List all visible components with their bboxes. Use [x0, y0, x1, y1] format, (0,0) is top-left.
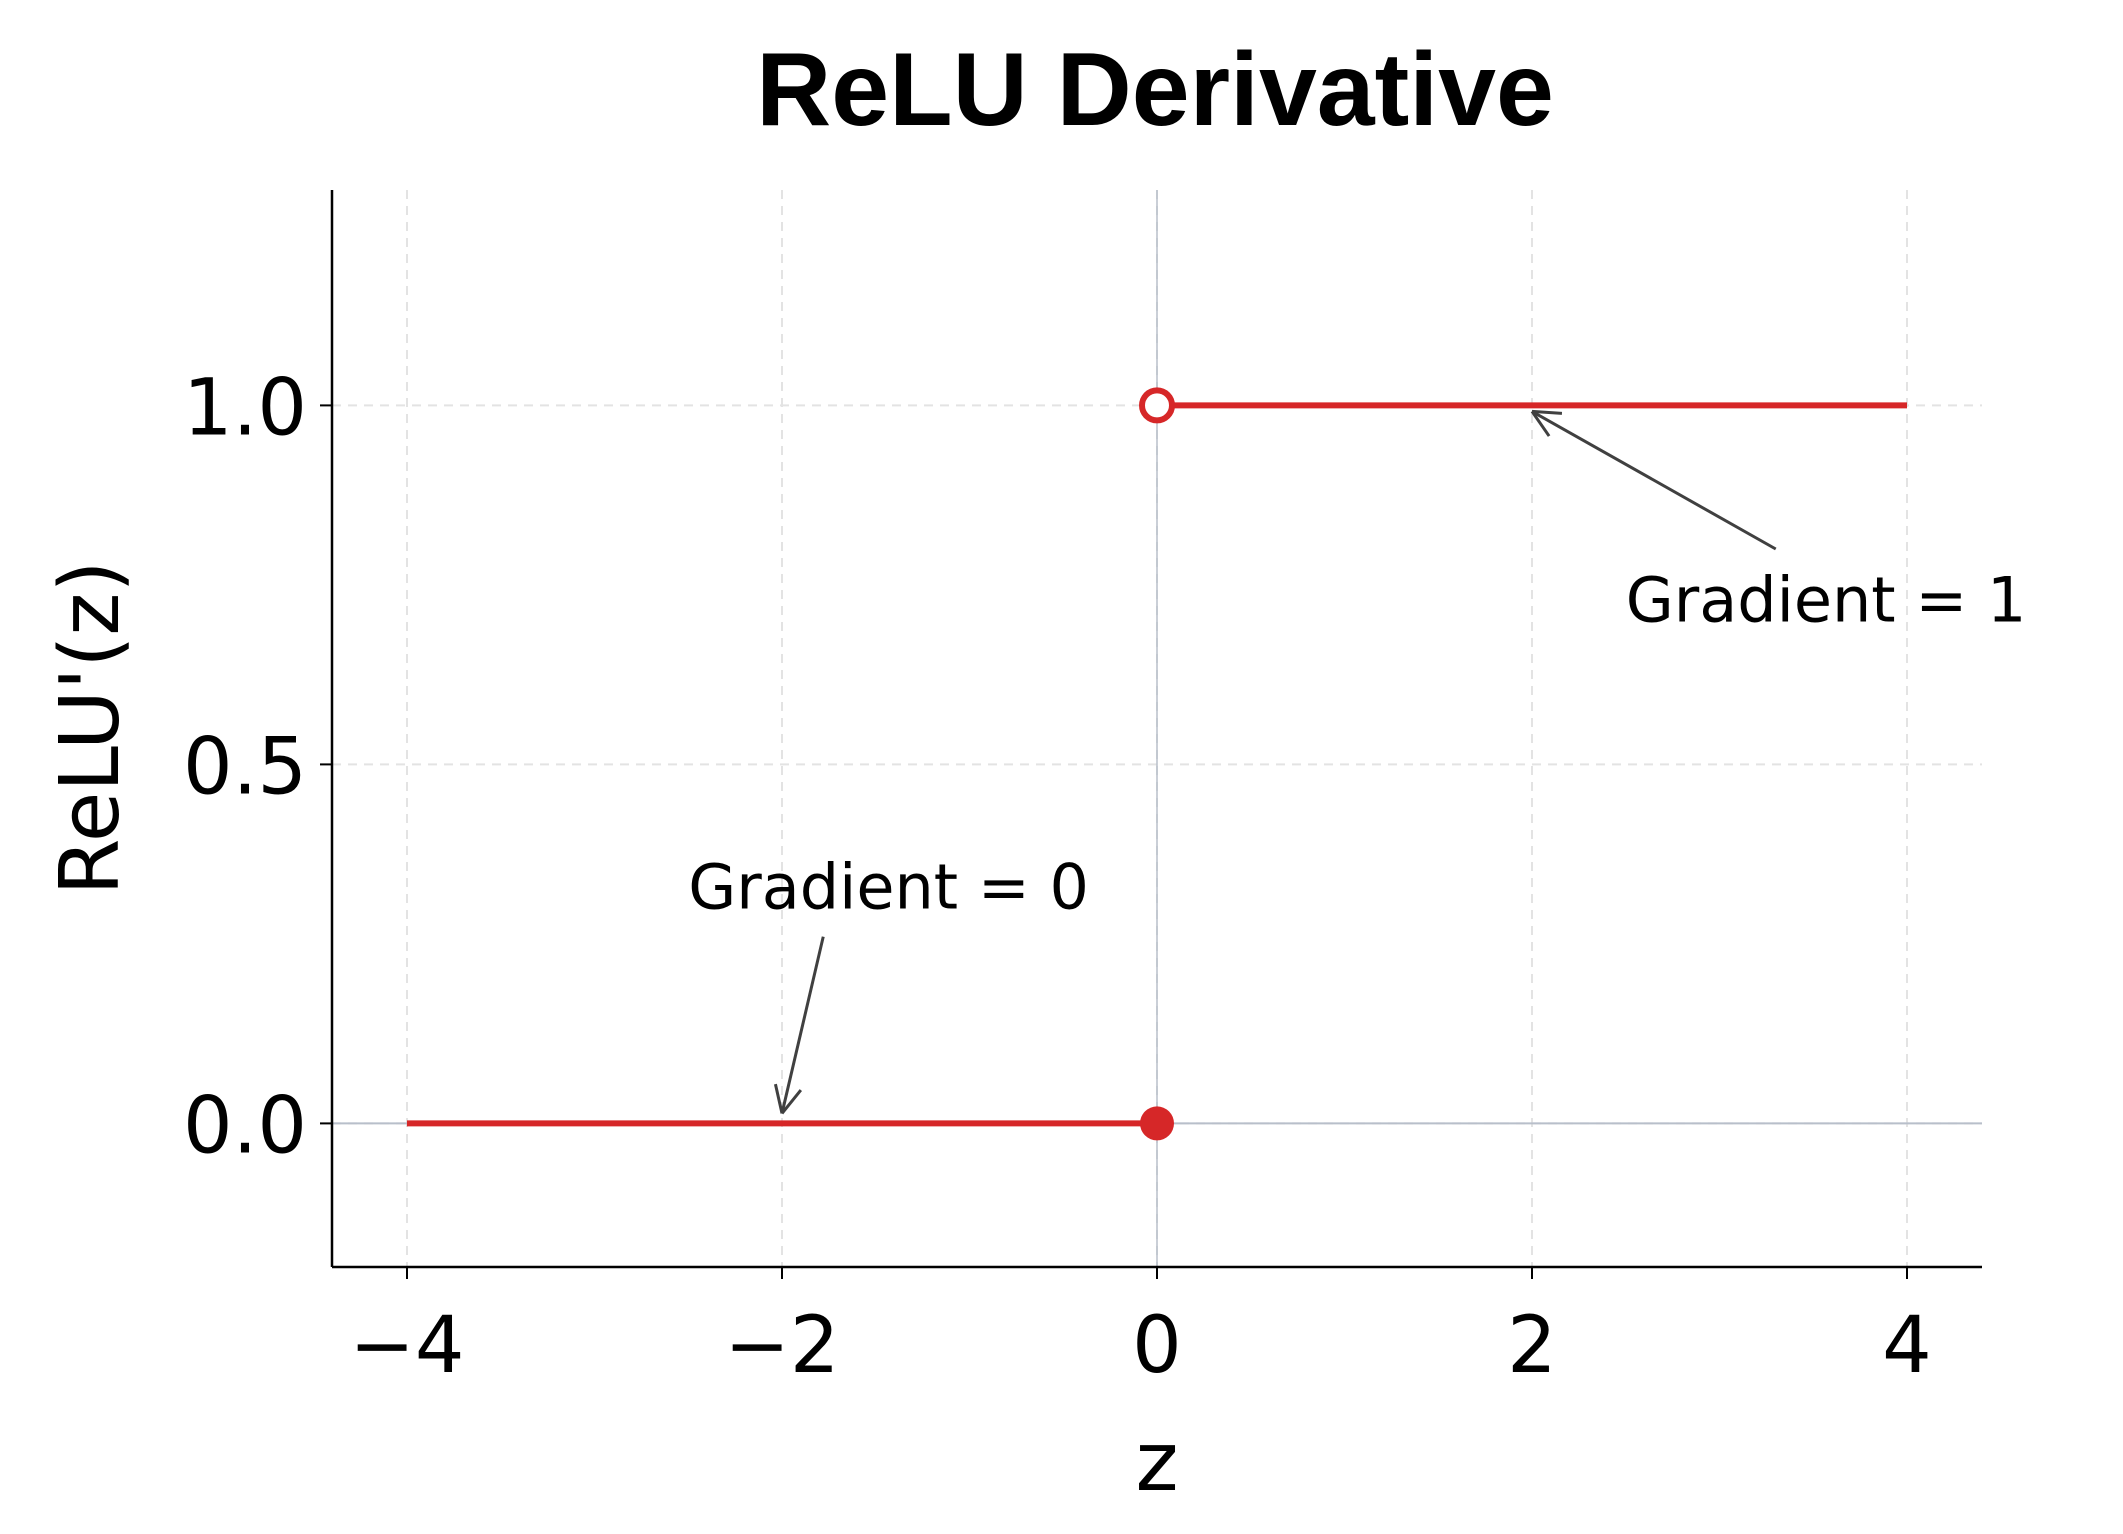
annotation-arrow-1	[1531, 410, 1777, 551]
x-tick-label: 4	[1882, 1301, 1932, 1391]
x-tick-label: −2	[725, 1301, 840, 1391]
y-tick-label: 0.0	[183, 1081, 307, 1171]
filled-point	[1140, 1106, 1174, 1141]
annotation-text-0: Gradient = 0	[688, 850, 1089, 923]
arrow-head	[773, 1083, 784, 1114]
reference-lines	[332, 190, 1982, 1267]
annotation-arrow-0	[780, 936, 825, 1114]
x-tick-label: −4	[350, 1301, 465, 1391]
y-tick-label: 0.5	[183, 722, 307, 812]
arrow-head	[780, 1089, 803, 1115]
axes: −4 −2 0 2 4 0.0 0.5 1.0	[183, 190, 1982, 1391]
open-point	[1139, 387, 1175, 424]
arrow-head	[1531, 409, 1563, 415]
series	[407, 387, 1907, 1141]
chart-title: ReLU Derivative	[756, 32, 1554, 148]
annotations: Gradient = 0 Gradient = 1	[688, 409, 2027, 1115]
x-tick-label: 2	[1507, 1301, 1557, 1391]
arrow-head	[1530, 410, 1551, 437]
x-tick-label: 0	[1132, 1301, 1182, 1391]
y-tick-label: 1.0	[183, 363, 307, 453]
x-axis-label: z	[1135, 1415, 1178, 1510]
y-axis-label: ReLU'(z)	[43, 561, 138, 896]
annotation-text-1: Gradient = 1	[1626, 563, 2027, 636]
